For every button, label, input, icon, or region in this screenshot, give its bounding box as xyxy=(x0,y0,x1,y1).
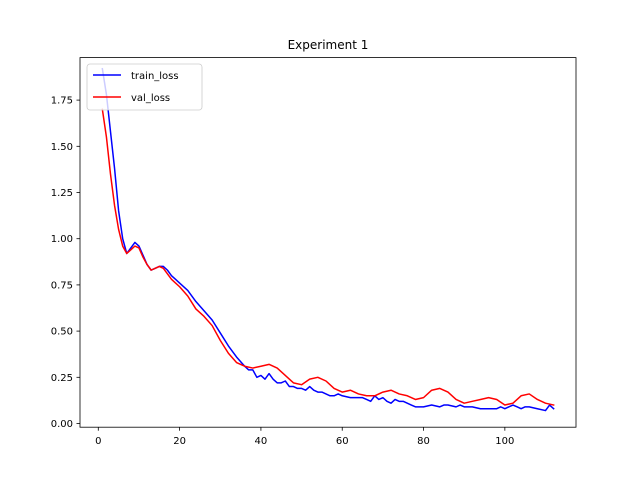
plot-lines xyxy=(101,67,555,412)
legend-label-train-loss: train_loss xyxy=(131,71,179,82)
legend-label-val-loss: val_loss xyxy=(131,93,170,104)
y-tick-label: 1.75 xyxy=(51,96,73,107)
series-line-train-loss xyxy=(101,67,555,412)
y-tick-label: 1.25 xyxy=(51,188,73,199)
series-line-val-loss xyxy=(101,108,555,406)
chart-title: Experiment 1 xyxy=(288,38,369,52)
x-tick-label: 0 xyxy=(95,436,101,447)
plot-frame xyxy=(79,57,577,428)
y-axis: 0.00 0.25 0.50 0.75 1.00 1.25 1.50 1.75 xyxy=(51,96,80,430)
legend: train_loss val_loss xyxy=(86,63,203,111)
y-tick-label: 0.25 xyxy=(51,373,73,384)
y-tick-label: 0.00 xyxy=(51,419,73,430)
y-tick-label: 1.00 xyxy=(51,234,73,245)
y-tick-label: 1.50 xyxy=(51,142,73,153)
y-tick-label: 0.75 xyxy=(51,280,73,291)
x-tick-label: 40 xyxy=(255,436,268,447)
x-tick-label: 100 xyxy=(495,436,514,447)
x-tick-label: 20 xyxy=(173,436,186,447)
x-axis: 0 20 40 60 80 100 xyxy=(95,427,514,447)
x-tick-label: 80 xyxy=(417,436,430,447)
y-tick-label: 0.50 xyxy=(51,327,73,338)
x-tick-label: 60 xyxy=(336,436,349,447)
